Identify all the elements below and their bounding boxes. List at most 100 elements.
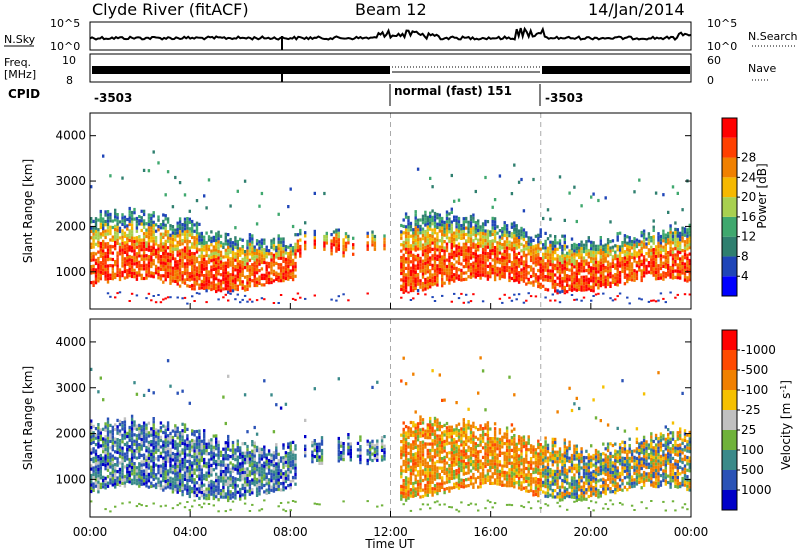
scatter-cell xyxy=(513,275,516,279)
scatter-cell xyxy=(265,479,268,483)
scatter-cell xyxy=(94,261,98,266)
scatter-cell xyxy=(469,269,473,273)
scatter-cell xyxy=(212,287,215,291)
scatter-cell xyxy=(544,246,547,250)
scatter-cell xyxy=(404,215,408,219)
scatter-cell xyxy=(590,253,593,257)
scatter-cell xyxy=(195,279,199,283)
scatter-cell xyxy=(114,208,117,212)
scatter-cell xyxy=(544,231,547,235)
scatter-cell xyxy=(688,226,691,231)
scatter-cell xyxy=(222,473,225,477)
scatter-cell xyxy=(424,271,427,275)
scatter-cell xyxy=(116,261,119,265)
scatter-cell xyxy=(164,193,167,197)
scatter-cell xyxy=(474,269,477,273)
scatter-cell xyxy=(563,289,566,293)
scatter-cell xyxy=(111,460,114,465)
scatter-cell xyxy=(489,262,492,266)
scatter-cell xyxy=(162,245,165,249)
scatter-cell xyxy=(191,277,194,281)
scatter-cell xyxy=(142,232,146,236)
scatter-cell xyxy=(578,246,581,250)
scatter-cell xyxy=(193,455,196,459)
scatter-cell xyxy=(630,275,634,279)
scatter-cell xyxy=(640,262,643,267)
scatter-cell xyxy=(662,261,665,265)
scatter-cell xyxy=(505,265,509,269)
scatter-cell xyxy=(457,261,461,265)
scatter-cell xyxy=(498,297,502,300)
scatter-cell xyxy=(90,457,93,462)
scatter-cell xyxy=(195,199,199,203)
scatter-cell xyxy=(289,187,292,191)
scatter-cell xyxy=(224,453,227,458)
scatter-cell xyxy=(212,258,215,262)
scatter-cell xyxy=(97,256,100,261)
scatter-cell xyxy=(251,269,254,273)
scatter-cell xyxy=(169,246,172,250)
scatter-cell xyxy=(227,287,230,291)
scatter-cell xyxy=(191,429,194,433)
scatter-cell xyxy=(227,463,230,467)
scatter-cell xyxy=(118,480,122,484)
scatter-cell xyxy=(614,298,617,301)
scatter-cell xyxy=(431,263,434,267)
scatter-cell xyxy=(431,241,434,245)
scatter-cell xyxy=(402,218,405,222)
scatter-cell xyxy=(513,237,516,241)
scatter-cell xyxy=(582,275,586,279)
scatter-cell xyxy=(171,490,175,494)
scatter-cell xyxy=(585,288,588,292)
scatter-cell xyxy=(498,235,502,239)
scatter-cell xyxy=(191,245,194,249)
scatter-cell xyxy=(203,473,206,478)
scatter-cell xyxy=(460,246,463,250)
scatter-cell xyxy=(431,215,434,219)
scatter-cell xyxy=(402,356,405,360)
scatter-cell xyxy=(291,466,295,470)
scatter-cell xyxy=(409,273,413,277)
scatter-cell xyxy=(198,248,201,252)
scatter-cell xyxy=(311,440,314,445)
scatter-cell xyxy=(662,239,665,243)
scatter-cell xyxy=(368,447,372,452)
scatter-cell xyxy=(236,490,239,494)
scatter-cell xyxy=(176,490,179,494)
scatter-cell xyxy=(683,240,687,244)
scatter-cell xyxy=(282,446,285,450)
scatter-cell xyxy=(606,266,610,271)
scatter-cell xyxy=(621,269,624,273)
scatter-cell xyxy=(368,451,372,455)
freq-tick-top: 10 xyxy=(62,54,76,67)
scatter-cell xyxy=(462,255,465,259)
scatter-cell xyxy=(219,260,223,264)
scatter-cell xyxy=(133,275,136,279)
scatter-cell xyxy=(248,252,252,256)
scatter-cell xyxy=(606,247,610,251)
scatter-cell xyxy=(676,276,679,280)
scatter-cell xyxy=(597,283,600,287)
scatter-cell xyxy=(287,474,290,478)
scatter-cell xyxy=(373,450,377,454)
scatter-cell xyxy=(544,252,547,256)
scatter-cell xyxy=(335,228,338,232)
scatter-cell xyxy=(267,249,271,253)
scatter-cell xyxy=(505,236,509,241)
scatter-cell xyxy=(520,249,523,253)
scatter-cell xyxy=(566,274,569,278)
scatter-cell xyxy=(145,244,148,248)
scatter-cell xyxy=(111,483,114,487)
scatter-cell xyxy=(590,279,593,283)
scatter-cell xyxy=(484,248,487,252)
scatter-cell xyxy=(590,275,593,280)
scatter-cell xyxy=(645,245,648,249)
scatter-cell xyxy=(239,475,242,479)
scatter-cell xyxy=(97,458,100,462)
scatter-cell xyxy=(469,221,473,225)
scatter-cell xyxy=(263,448,266,452)
scatter-cell xyxy=(450,300,453,303)
scatter-cell xyxy=(92,437,95,441)
scatter-cell xyxy=(342,244,345,248)
scatter-cell xyxy=(188,446,191,451)
